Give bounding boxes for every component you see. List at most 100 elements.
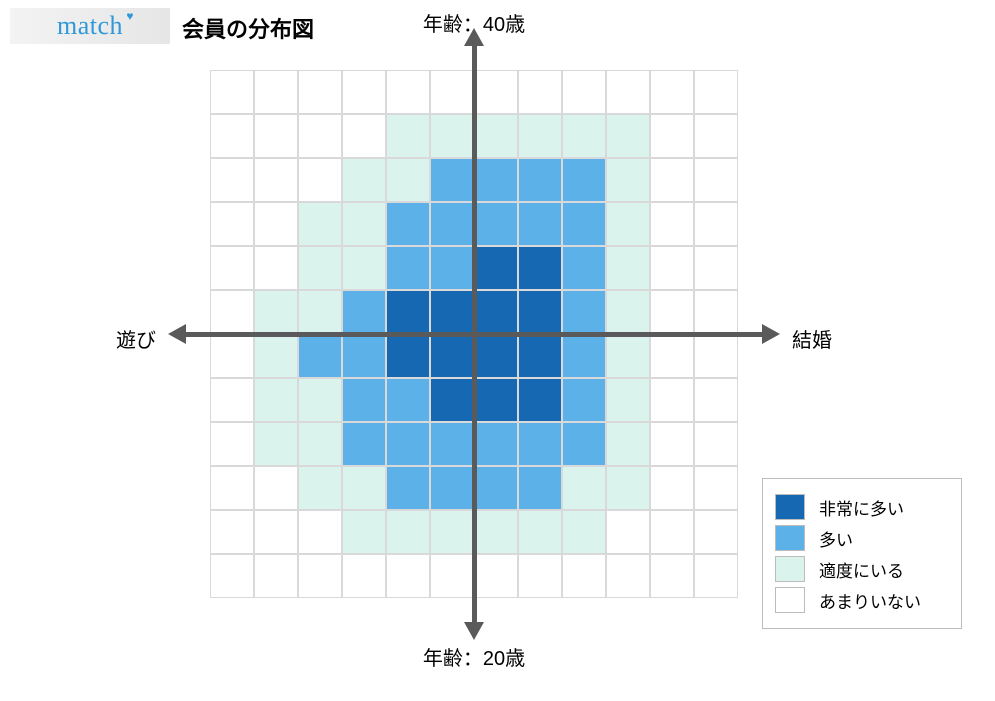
heatmap-cell: [430, 378, 474, 422]
heatmap-cell: [342, 466, 386, 510]
heatmap-cell: [562, 114, 606, 158]
heatmap-cell: [210, 334, 254, 378]
heatmap-cell: [562, 378, 606, 422]
heatmap-cell: [562, 422, 606, 466]
heatmap-cell: [650, 114, 694, 158]
heatmap-cell: [694, 114, 738, 158]
legend-swatch: [775, 587, 805, 613]
heatmap-cell: [254, 70, 298, 114]
distribution-chart: 年齢：40歳 年齢：20歳 遊び 結婚: [210, 70, 738, 598]
heatmap-cell: [210, 202, 254, 246]
heatmap-cell: [210, 422, 254, 466]
heatmap-cell: [474, 554, 518, 598]
legend-item: 多い: [775, 525, 949, 551]
heatmap-cell: [518, 70, 562, 114]
heatmap-cell: [386, 114, 430, 158]
heatmap-cell: [298, 70, 342, 114]
heart-icon: ♥: [126, 9, 134, 24]
heatmap-cell: [694, 378, 738, 422]
heatmap-cell: [430, 466, 474, 510]
heatmap-cell: [386, 290, 430, 334]
heatmap-cell: [650, 378, 694, 422]
heatmap-cell: [474, 466, 518, 510]
legend-swatch: [775, 556, 805, 582]
legend-item: あまりいない: [775, 587, 949, 613]
heatmap-cell: [430, 246, 474, 290]
heatmap-cell: [386, 246, 430, 290]
heatmap-cell: [518, 510, 562, 554]
heatmap-cell: [386, 422, 430, 466]
heatmap-cell: [562, 466, 606, 510]
heatmap-cell: [606, 334, 650, 378]
heatmap-cell: [210, 158, 254, 202]
heatmap-cell: [430, 202, 474, 246]
heatmap-cell: [386, 466, 430, 510]
heatmap-cell: [650, 466, 694, 510]
heatmap-cell: [254, 422, 298, 466]
heatmap-cell: [606, 554, 650, 598]
heatmap-cell: [430, 422, 474, 466]
heatmap-cell: [606, 466, 650, 510]
heatmap-cell: [606, 290, 650, 334]
heatmap-cell: [474, 422, 518, 466]
heatmap-cell: [298, 554, 342, 598]
heatmap-cell: [210, 466, 254, 510]
heatmap-cell: [430, 158, 474, 202]
heatmap-cell: [606, 114, 650, 158]
heatmap-cell: [518, 114, 562, 158]
heatmap-cell: [562, 246, 606, 290]
heatmap-cell: [694, 246, 738, 290]
heatmap-cell: [562, 554, 606, 598]
heatmap-cell: [474, 290, 518, 334]
heatmap-cell: [342, 202, 386, 246]
heatmap-cell: [650, 158, 694, 202]
heatmap-cell: [254, 334, 298, 378]
legend-item: 非常に多い: [775, 494, 949, 520]
heatmap-cell: [694, 422, 738, 466]
heatmap-cell: [606, 378, 650, 422]
heatmap-cell: [606, 202, 650, 246]
heatmap-cell: [606, 70, 650, 114]
heatmap-cell: [518, 378, 562, 422]
heatmap-cell: [650, 202, 694, 246]
legend: 非常に多い多い適度にいるあまりいない: [762, 478, 962, 629]
heatmap-cell: [606, 422, 650, 466]
heatmap-cell: [474, 70, 518, 114]
heatmap-cell: [254, 466, 298, 510]
heatmap-cell: [386, 334, 430, 378]
heatmap-cell: [518, 334, 562, 378]
heatmap-cell: [298, 334, 342, 378]
heatmap-cell: [606, 510, 650, 554]
heatmap-cell: [342, 378, 386, 422]
heatmap-cell: [562, 510, 606, 554]
arrow-right-icon: [762, 324, 780, 344]
heatmap-cell: [694, 554, 738, 598]
legend-item: 適度にいる: [775, 556, 949, 582]
heatmap-cell: [518, 202, 562, 246]
heatmap-cell: [518, 422, 562, 466]
heatmap-cell: [298, 114, 342, 158]
heatmap-cell: [474, 158, 518, 202]
heatmap-cell: [562, 158, 606, 202]
heatmap-cell: [430, 554, 474, 598]
heatmap-cell: [342, 246, 386, 290]
heatmap-cell: [298, 510, 342, 554]
heatmap-cell: [342, 510, 386, 554]
heatmap-cell: [342, 290, 386, 334]
heatmap-cell: [298, 378, 342, 422]
legend-label: あまりいない: [819, 588, 921, 613]
heatmap-cell: [694, 334, 738, 378]
heatmap-cell: [650, 334, 694, 378]
heatmap-cell: [254, 114, 298, 158]
heatmap-cell: [210, 114, 254, 158]
heatmap-cell: [254, 202, 298, 246]
heatmap-cell: [430, 70, 474, 114]
heatmap-cell: [430, 334, 474, 378]
logo-word: match: [57, 11, 123, 40]
heatmap-cell: [298, 158, 342, 202]
heatmap-cell: [210, 378, 254, 422]
heatmap-cell: [694, 202, 738, 246]
heatmap-cell: [474, 378, 518, 422]
axis-label-left: 遊び: [116, 324, 156, 353]
heatmap-cell: [342, 334, 386, 378]
